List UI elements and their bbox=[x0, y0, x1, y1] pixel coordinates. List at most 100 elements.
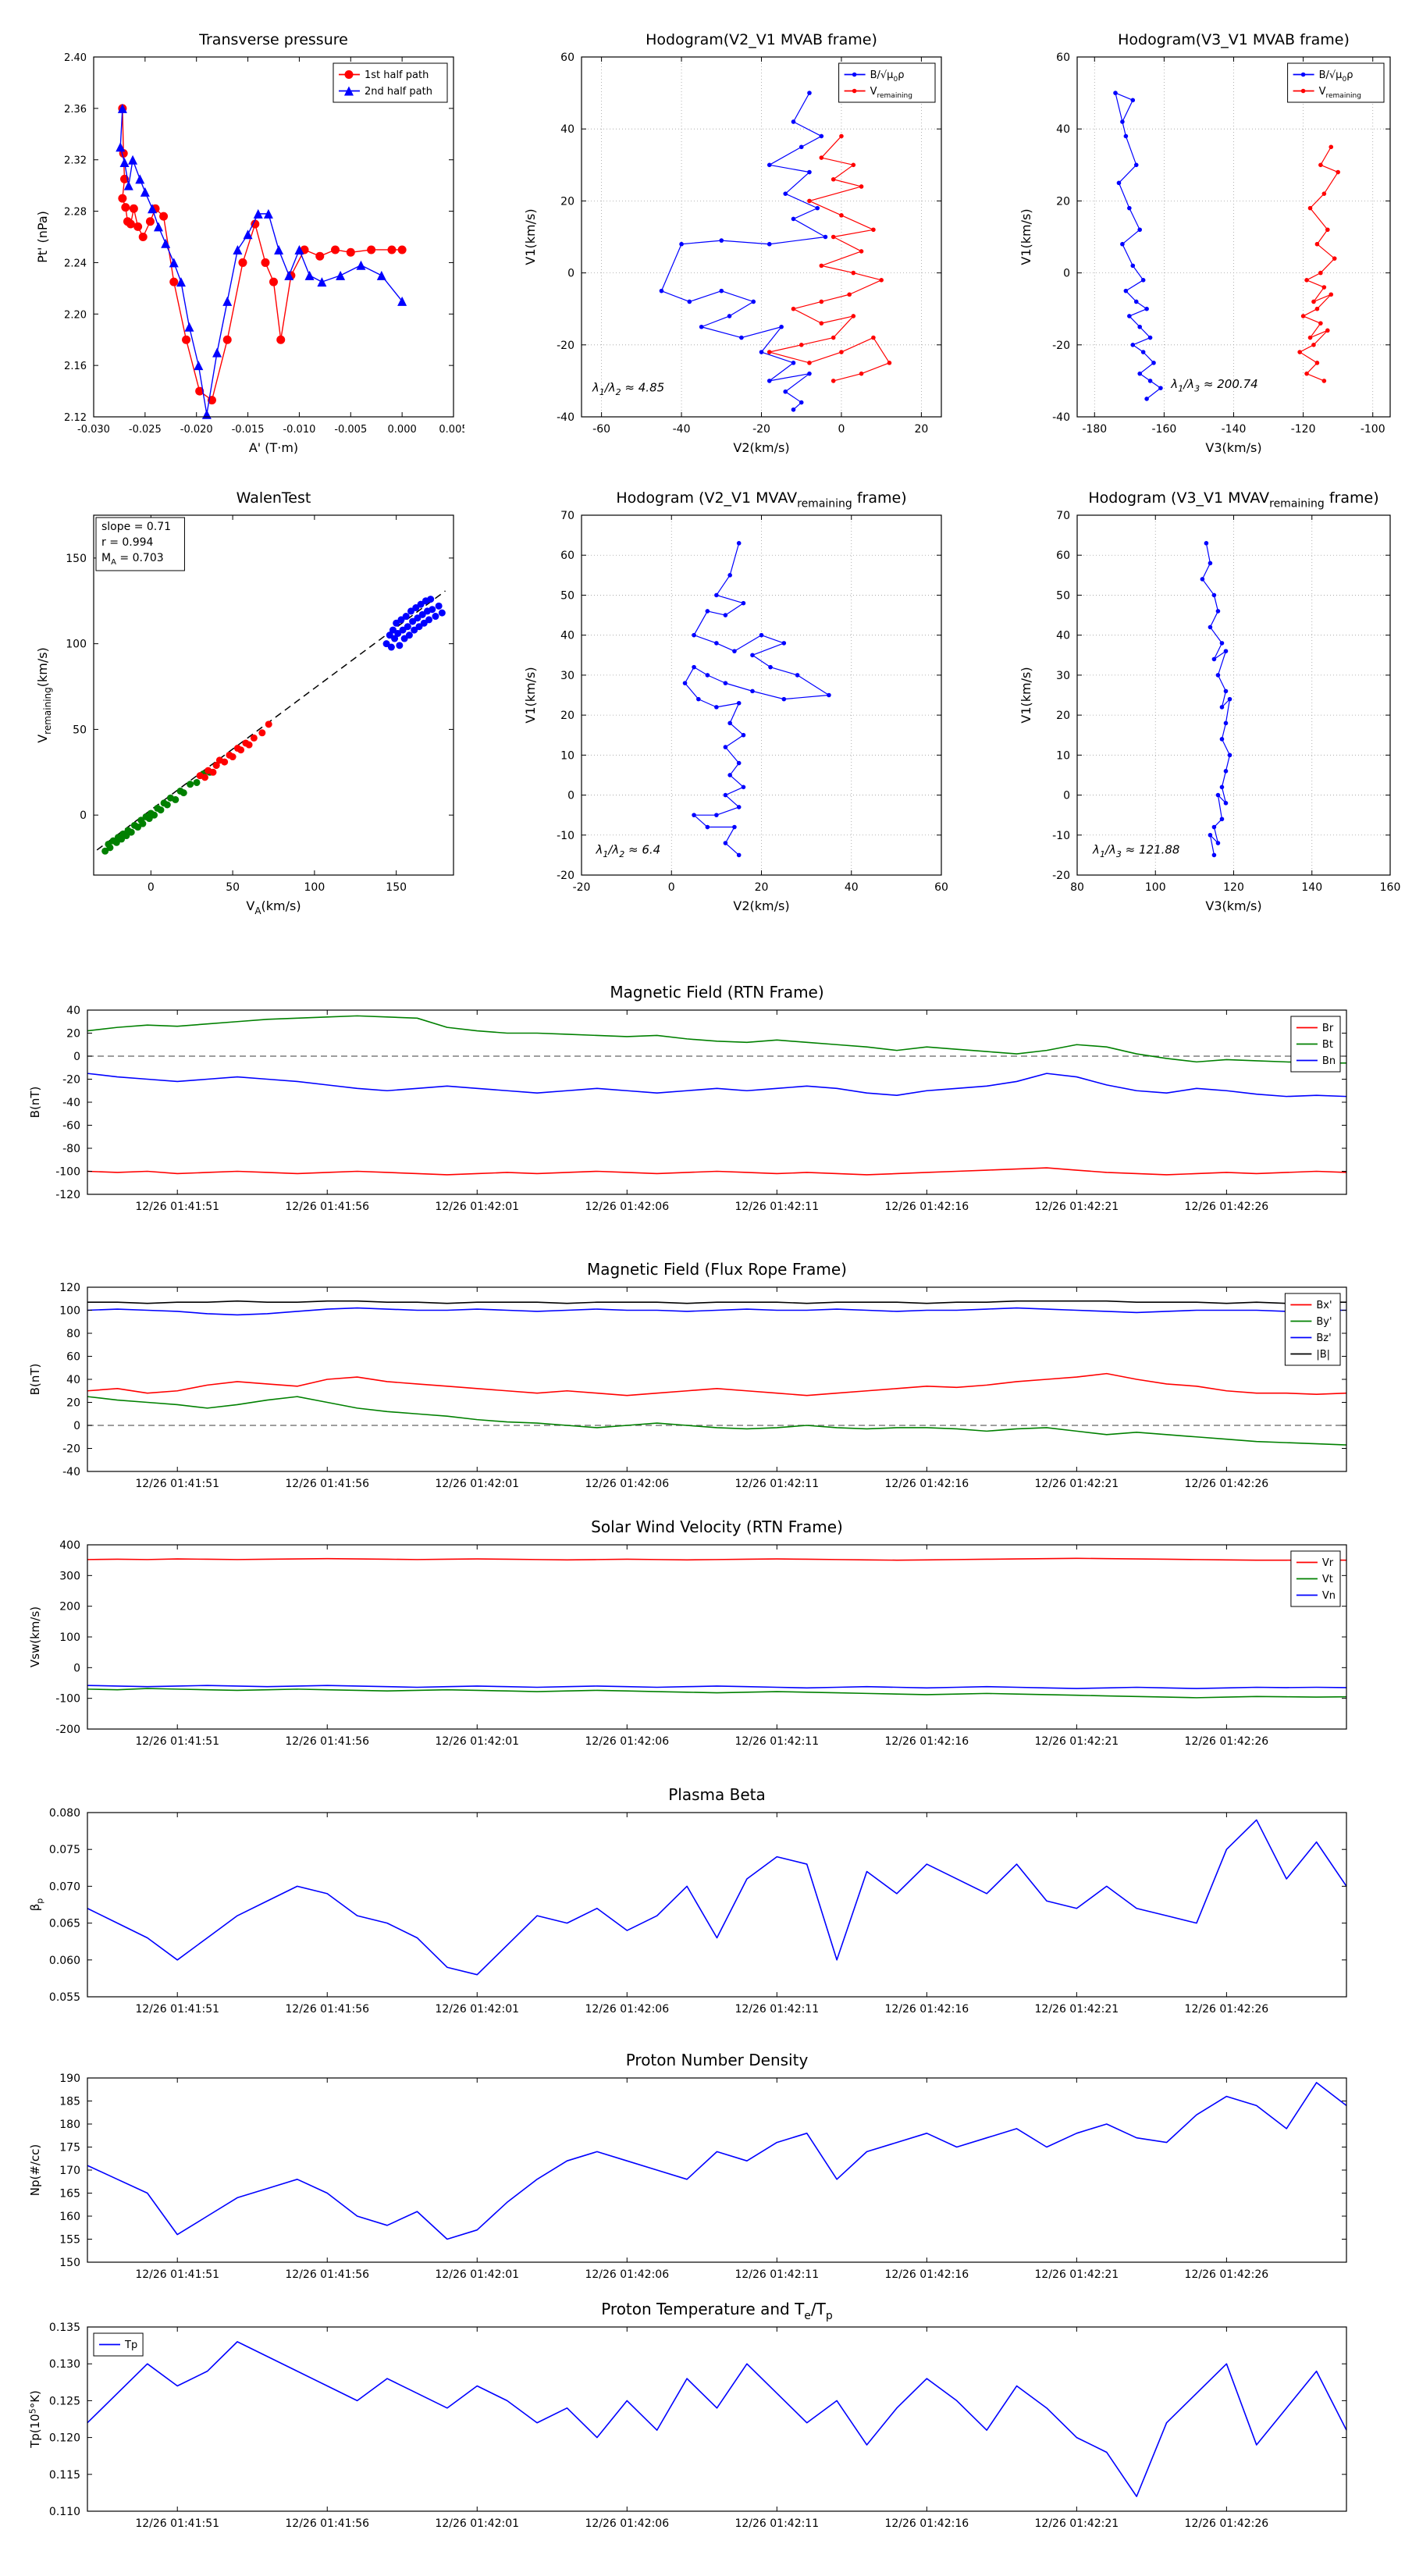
svg-text:30: 30 bbox=[560, 670, 574, 682]
svg-text:12/26 01:41:56: 12/26 01:41:56 bbox=[285, 1478, 369, 1490]
svg-text:V1(km/s): V1(km/s) bbox=[523, 667, 538, 723]
svg-text:2nd half path: 2nd half path bbox=[365, 86, 432, 98]
svg-text:λ1/λ2 ≈ 6.4: λ1/λ2 ≈ 6.4 bbox=[595, 842, 660, 859]
svg-text:-20: -20 bbox=[62, 1074, 80, 1087]
svg-text:Hodogram (V3_V1 MVAVremaining: Hodogram (V3_V1 MVAVremaining frame) bbox=[1088, 489, 1378, 511]
svg-text:12/26 01:42:21: 12/26 01:42:21 bbox=[1035, 1201, 1119, 1213]
svg-text:-0.010: -0.010 bbox=[283, 424, 315, 436]
svg-text:Plasma Beta: Plasma Beta bbox=[668, 1785, 766, 1804]
svg-text:-200: -200 bbox=[55, 1724, 80, 1736]
svg-text:0.075: 0.075 bbox=[49, 1844, 80, 1856]
svg-text:0: 0 bbox=[73, 1051, 80, 1063]
svg-text:300: 300 bbox=[59, 1570, 80, 1582]
svg-text:12/26 01:42:16: 12/26 01:42:16 bbox=[884, 2003, 969, 2016]
chart-magnetic-field-flux-rope: 12/26 01:41:51 12/26 01:41:56 12/26 01:42:… bbox=[23, 1253, 1382, 1510]
svg-text:185: 185 bbox=[59, 2096, 80, 2108]
svg-text:190: 190 bbox=[59, 2073, 80, 2085]
svg-text:Hodogram(V3_V1 MVAB frame): Hodogram(V3_V1 MVAB frame) bbox=[1118, 31, 1350, 48]
svg-text:155: 155 bbox=[59, 2234, 80, 2247]
svg-text:-80: -80 bbox=[62, 1143, 80, 1155]
svg-text:12/26 01:42:16: 12/26 01:42:16 bbox=[884, 1735, 969, 1748]
svg-text:0: 0 bbox=[148, 881, 155, 894]
svg-text:12/26 01:42:21: 12/26 01:42:21 bbox=[1035, 1478, 1119, 1490]
svg-text:Np(#/cc): Np(#/cc) bbox=[28, 2144, 42, 2197]
svg-text:20: 20 bbox=[66, 1397, 80, 1410]
svg-text:-20: -20 bbox=[557, 870, 574, 882]
svg-text:-120: -120 bbox=[1291, 423, 1316, 436]
svg-text:12/26 01:42:26: 12/26 01:42:26 bbox=[1185, 1478, 1269, 1490]
svg-text:100: 100 bbox=[66, 639, 87, 651]
svg-text:100: 100 bbox=[59, 1305, 80, 1318]
svg-text:Vr: Vr bbox=[1322, 1557, 1334, 1569]
svg-text:-20: -20 bbox=[62, 1443, 80, 1456]
svg-text:12/26 01:42:21: 12/26 01:42:21 bbox=[1035, 2003, 1119, 2016]
svg-text:-0.020: -0.020 bbox=[180, 424, 213, 436]
svg-text:150: 150 bbox=[386, 881, 407, 894]
svg-text:V1(km/s): V1(km/s) bbox=[1019, 667, 1033, 723]
svg-text:12/26 01:42:26: 12/26 01:42:26 bbox=[1185, 1201, 1269, 1213]
svg-text:80: 80 bbox=[1070, 881, 1084, 894]
svg-text:0.080: 0.080 bbox=[49, 1807, 80, 1820]
svg-text:-20: -20 bbox=[1052, 340, 1070, 352]
svg-text:-180: -180 bbox=[1082, 423, 1107, 436]
svg-text:100: 100 bbox=[59, 1631, 80, 1644]
svg-text:0.110: 0.110 bbox=[49, 2506, 80, 2518]
svg-text:12/26 01:42:01: 12/26 01:42:01 bbox=[435, 2268, 519, 2281]
svg-text:12/26 01:42:16: 12/26 01:42:16 bbox=[884, 2268, 969, 2281]
svg-text:B/√μ0ρ: B/√μ0ρ bbox=[870, 69, 905, 84]
chart-plasma-beta: 12/26 01:41:51 12/26 01:41:56 12/26 01:42:… bbox=[23, 1778, 1382, 2036]
svg-text:Bz': Bz' bbox=[1316, 1332, 1331, 1344]
svg-text:0: 0 bbox=[1063, 268, 1070, 280]
svg-text:10: 10 bbox=[1056, 749, 1070, 762]
svg-text:V1(km/s): V1(km/s) bbox=[1019, 208, 1033, 265]
svg-text:Br: Br bbox=[1322, 1023, 1334, 1034]
svg-text:40: 40 bbox=[560, 630, 574, 642]
svg-text:40: 40 bbox=[1056, 630, 1070, 642]
svg-text:Tp(105°K): Tp(105°K) bbox=[28, 2390, 43, 2449]
svg-text:Vt: Vt bbox=[1322, 1574, 1333, 1585]
svg-text:0.130: 0.130 bbox=[49, 2358, 80, 2371]
svg-text:Bt: Bt bbox=[1322, 1039, 1333, 1051]
svg-text:12/26 01:42:11: 12/26 01:42:11 bbox=[735, 2003, 819, 2016]
svg-text:MA = 0.703: MA = 0.703 bbox=[101, 552, 164, 567]
svg-text:40: 40 bbox=[1056, 123, 1070, 136]
svg-text:12/26 01:41:51: 12/26 01:41:51 bbox=[135, 2517, 219, 2530]
svg-text:20: 20 bbox=[1056, 195, 1070, 208]
svg-text:60: 60 bbox=[66, 1351, 80, 1364]
chart-proton-number-density: 12/26 01:41:51 12/26 01:41:56 12/26 01:42:… bbox=[23, 2044, 1382, 2301]
svg-text:12/26 01:42:01: 12/26 01:42:01 bbox=[435, 1201, 519, 1213]
svg-text:-20: -20 bbox=[557, 340, 574, 352]
svg-text:2.16: 2.16 bbox=[64, 361, 87, 372]
chart-magnetic-field-rtn: 12/26 01:41:51 12/26 01:41:56 12/26 01:42:… bbox=[23, 976, 1382, 1233]
svg-text:-100: -100 bbox=[1361, 423, 1385, 436]
svg-text:12/26 01:41:56: 12/26 01:41:56 bbox=[285, 1735, 369, 1748]
svg-text:V1(km/s): V1(km/s) bbox=[523, 208, 538, 265]
svg-text:12/26 01:42:21: 12/26 01:42:21 bbox=[1035, 1735, 1119, 1748]
svg-text:Hodogram (V2_V1 MVAVremaining: Hodogram (V2_V1 MVAVremaining frame) bbox=[616, 489, 906, 511]
svg-text:120: 120 bbox=[59, 1282, 80, 1294]
svg-text:-140: -140 bbox=[1222, 423, 1247, 436]
svg-text:-40: -40 bbox=[62, 1466, 80, 1478]
svg-text:0.055: 0.055 bbox=[49, 1991, 80, 2004]
svg-text:V2(km/s): V2(km/s) bbox=[733, 898, 789, 913]
chart-transverse-pressure: -0.030 -0.025 -0.020 -0.015 -0.010 -0.005 0.00… bbox=[31, 20, 468, 461]
svg-text:2.24: 2.24 bbox=[64, 258, 87, 269]
svg-text:0.005: 0.005 bbox=[439, 424, 464, 436]
svg-text:Magnetic Field (Flux Rope Fram: Magnetic Field (Flux Rope Frame) bbox=[587, 1260, 847, 1279]
svg-text:-0.015: -0.015 bbox=[232, 424, 265, 436]
svg-text:A' (T·m): A' (T·m) bbox=[249, 440, 298, 455]
svg-text:12/26 01:41:56: 12/26 01:41:56 bbox=[285, 2517, 369, 2530]
svg-text:0: 0 bbox=[668, 881, 675, 894]
svg-text:12/26 01:42:26: 12/26 01:42:26 bbox=[1185, 2268, 1269, 2281]
svg-text:r = 0.994: r = 0.994 bbox=[101, 536, 154, 549]
svg-text:0.115: 0.115 bbox=[49, 2469, 80, 2482]
svg-text:10: 10 bbox=[560, 749, 574, 762]
svg-text:30: 30 bbox=[1056, 670, 1070, 682]
svg-text:12/26 01:41:51: 12/26 01:41:51 bbox=[135, 1478, 219, 1490]
svg-text:-160: -160 bbox=[1151, 423, 1176, 436]
svg-text:-100: -100 bbox=[55, 1693, 80, 1706]
svg-text:-40: -40 bbox=[557, 411, 574, 424]
svg-text:0.135: 0.135 bbox=[49, 2322, 80, 2334]
chart-walen-test: 0 50 100 150 0 50 100 150 WalenTest VA(km/s) Vrema… bbox=[31, 478, 464, 919]
svg-text:50: 50 bbox=[560, 589, 574, 602]
